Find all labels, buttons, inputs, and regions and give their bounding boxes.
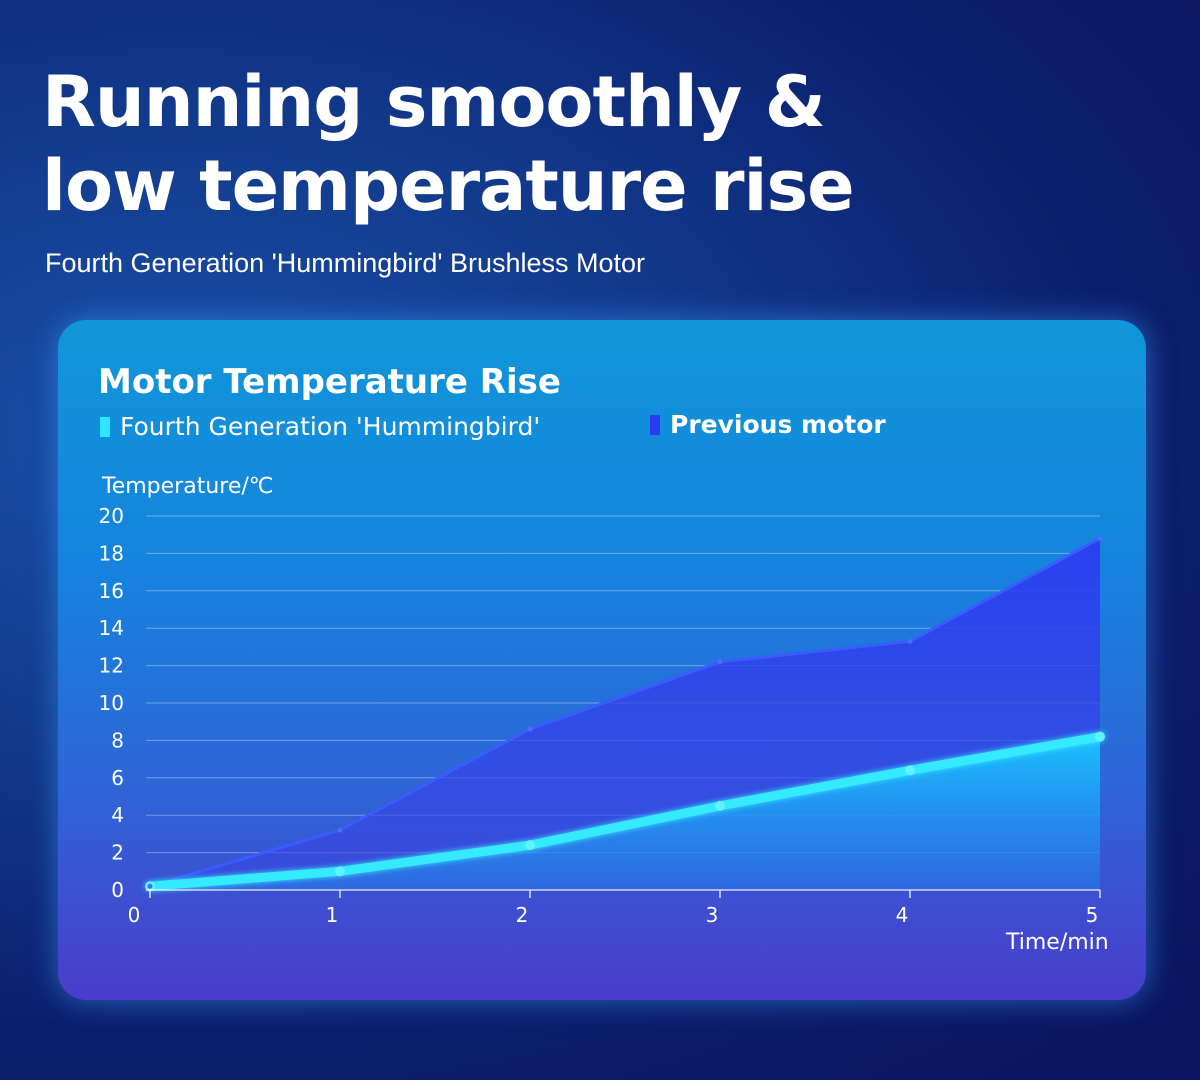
legend-item-hummingbird: Fourth Generation 'Hummingbird' xyxy=(100,412,540,441)
y-tick-label: 18 xyxy=(99,541,124,565)
x-axis-label: Time/min xyxy=(1006,930,1109,955)
subheadline: Fourth Generation 'Hummingbird' Brushles… xyxy=(45,248,646,278)
data-point-previous xyxy=(527,726,533,732)
y-tick-label: 16 xyxy=(99,579,124,603)
data-point-previous xyxy=(907,638,913,644)
headline: Running smoothly & low temperature rise xyxy=(42,60,855,228)
legend-item-previous: Previous motor xyxy=(650,410,886,439)
data-point-previous xyxy=(717,659,723,665)
y-tick-label: 2 xyxy=(111,841,124,865)
chart-title: Motor Temperature Rise xyxy=(98,362,561,402)
y-tick-label: 14 xyxy=(99,616,124,640)
series-area-hummingbird xyxy=(150,736,1100,890)
y-axis-label: Temperature/℃ xyxy=(102,474,274,499)
data-point-hummingbird xyxy=(905,765,915,776)
y-tick-label: 6 xyxy=(111,766,124,790)
data-point-hummingbird xyxy=(525,840,535,851)
y-tick-label: 0 xyxy=(111,878,124,902)
y-tick-label: 4 xyxy=(111,803,124,827)
data-point-previous xyxy=(337,827,343,833)
data-point-hummingbird xyxy=(715,800,725,811)
data-point-previous xyxy=(1097,535,1103,541)
y-tick-label: 8 xyxy=(111,728,124,752)
x-tick-label: 5 xyxy=(1086,903,1099,927)
x-tick-label: 0 xyxy=(128,903,141,927)
legend-swatch-hummingbird xyxy=(100,416,110,437)
y-tick-label: 10 xyxy=(99,691,124,715)
data-point-previous xyxy=(147,883,153,889)
x-tick-label: 4 xyxy=(896,903,909,927)
legend-label-hummingbird: Fourth Generation 'Hummingbird' xyxy=(120,412,541,441)
headline-line-2: low temperature rise xyxy=(42,145,855,227)
x-tick-label: 2 xyxy=(516,903,529,927)
x-tick-label: 1 xyxy=(326,903,339,927)
y-tick-label: 12 xyxy=(99,654,124,678)
data-point-hummingbird xyxy=(1095,731,1105,742)
data-point-hummingbird xyxy=(335,866,345,877)
y-tick-label: 20 xyxy=(99,504,124,528)
series-line-hummingbird xyxy=(145,732,1105,891)
headline-line-1: Running smoothly & xyxy=(42,61,826,143)
x-tick-label: 3 xyxy=(706,903,719,927)
legend-label-previous: Previous motor xyxy=(670,410,886,439)
series-line-previous xyxy=(149,537,1101,888)
legend-swatch-previous xyxy=(650,414,660,435)
chart-card: 0 2 4 6 8 10 12 14 16 18 20 0 1 2 3 4 5 Motor Temperatur… xyxy=(58,320,1146,1000)
